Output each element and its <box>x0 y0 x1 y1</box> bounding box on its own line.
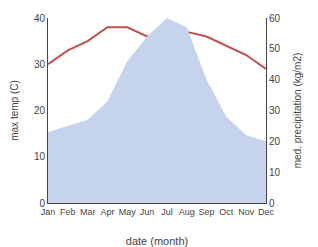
svg-text:Apr: Apr <box>100 207 114 217</box>
svg-text:Feb: Feb <box>60 207 76 217</box>
svg-text:Mar: Mar <box>80 207 96 217</box>
svg-text:30: 30 <box>34 59 46 70</box>
svg-text:Aug: Aug <box>179 207 195 217</box>
svg-text:20: 20 <box>34 105 46 116</box>
svg-text:0: 0 <box>269 198 275 209</box>
svg-text:Jun: Jun <box>140 207 155 217</box>
svg-text:40: 40 <box>269 74 281 85</box>
svg-text:Oct: Oct <box>219 207 234 217</box>
svg-text:date (month): date (month) <box>126 235 188 247</box>
svg-text:Dec: Dec <box>258 207 275 217</box>
svg-text:0: 0 <box>39 198 45 209</box>
svg-text:Nov: Nov <box>238 207 255 217</box>
svg-text:20: 20 <box>269 136 281 147</box>
svg-text:med. precipitation (kg/m2): med. precipitation (kg/m2) <box>292 53 303 169</box>
svg-text:10: 10 <box>34 151 46 162</box>
svg-text:May: May <box>119 207 137 217</box>
svg-text:40: 40 <box>34 13 46 24</box>
svg-text:50: 50 <box>269 43 281 54</box>
svg-text:60: 60 <box>269 13 281 24</box>
svg-text:Jul: Jul <box>161 207 173 217</box>
svg-text:10: 10 <box>269 167 281 178</box>
svg-text:Jan: Jan <box>41 207 56 217</box>
svg-text:30: 30 <box>269 105 281 116</box>
svg-text:Sep: Sep <box>199 207 215 217</box>
svg-text:max temp (C): max temp (C) <box>9 80 20 141</box>
